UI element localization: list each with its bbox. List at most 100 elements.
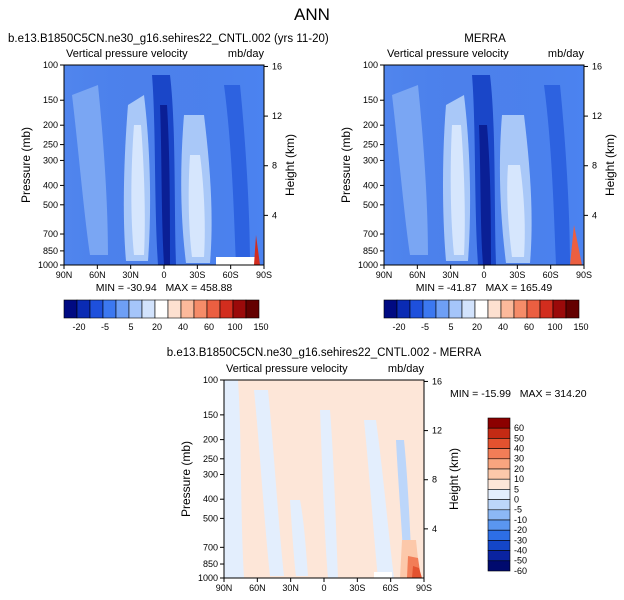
colorbar-swatch bbox=[487, 509, 511, 521]
y-right-tick-label: 16 bbox=[272, 61, 282, 71]
x-tick-label: 90S bbox=[576, 270, 592, 280]
x-tick-label: 90N bbox=[376, 270, 393, 280]
y-tick-label: 150 bbox=[363, 95, 378, 105]
field-shading-itcz-core bbox=[160, 105, 170, 265]
colorbar-swatch bbox=[487, 519, 511, 531]
panel-model-axes: 90N 60N 30N 0 30S 60S 90S 100 150 200 250 300 400 500… bbox=[38, 60, 282, 280]
y-tick-label: 850 bbox=[203, 559, 218, 569]
field-shading-north-descent bbox=[392, 85, 428, 255]
colorbar-swatch bbox=[487, 529, 511, 541]
y-tick-label: 700 bbox=[43, 229, 58, 239]
colorbar-swatch bbox=[487, 499, 511, 511]
colorbar-swatch bbox=[487, 299, 502, 319]
field-shading-neg-north bbox=[224, 380, 244, 578]
colorbar-label: -30 bbox=[514, 535, 527, 545]
colorbar-label: -60 bbox=[514, 566, 527, 576]
x-tick-label: 30S bbox=[349, 583, 365, 593]
colorbar-swatch bbox=[396, 299, 411, 319]
colorbar-label: -20 bbox=[72, 322, 85, 332]
colorbar-swatch bbox=[422, 299, 437, 319]
field-shading-neg-north2 bbox=[254, 390, 284, 576]
colorbar-label: -5 bbox=[514, 505, 522, 515]
colorbar-label: 100 bbox=[547, 322, 562, 332]
colorbar-swatch bbox=[526, 299, 541, 319]
colorbar-label: 40 bbox=[514, 444, 524, 454]
colorbar-label: 5 bbox=[128, 322, 133, 332]
y-tick-label: 200 bbox=[43, 120, 58, 130]
colorbar-label: 60 bbox=[204, 322, 214, 332]
colorbar-label: 5 bbox=[514, 484, 519, 494]
y-right-tick-label: 8 bbox=[592, 161, 597, 171]
x-tick-label: 60S bbox=[383, 583, 399, 593]
x-tick-label: 60S bbox=[223, 270, 239, 280]
colorbar-swatch bbox=[474, 299, 489, 319]
colorbar-swatch bbox=[180, 299, 195, 319]
colorbar-swatch bbox=[487, 427, 511, 439]
colorbar-label: 40 bbox=[498, 322, 508, 332]
x-tick-label: 30N bbox=[282, 583, 299, 593]
y-right-tick-label: 16 bbox=[432, 376, 442, 386]
colorbar-swatch bbox=[487, 448, 511, 460]
panel-merra-ylabel: Pressure (mb) bbox=[339, 127, 353, 203]
colorbar-swatch bbox=[167, 299, 182, 319]
field-shading-north-subtropic-core bbox=[131, 125, 145, 255]
y-tick-label: 300 bbox=[43, 155, 58, 165]
x-tick-label: 60N bbox=[409, 270, 426, 280]
y-tick-label: 100 bbox=[203, 375, 218, 385]
colorbar-swatch bbox=[128, 299, 143, 319]
colorbar-swatch bbox=[487, 489, 511, 500]
colorbar-label: -5 bbox=[101, 322, 109, 332]
panel-diff-left-string: Vertical pressure velocity bbox=[226, 363, 348, 375]
colorbar-swatch bbox=[565, 299, 580, 319]
x-tick-label: 30S bbox=[189, 270, 205, 280]
y-tick-label: 200 bbox=[363, 120, 378, 130]
colorbar-swatch bbox=[552, 299, 567, 319]
colorbar-swatch bbox=[76, 299, 91, 319]
colorbar-label: 0 bbox=[514, 495, 519, 505]
field-shading-neg-eq bbox=[320, 410, 338, 578]
y-tick-label: 250 bbox=[43, 140, 58, 150]
panel-merra-left-string: Vertical pressure velocity bbox=[387, 48, 509, 60]
colorbar-swatch bbox=[461, 299, 476, 319]
colorbar-label: 50 bbox=[514, 433, 524, 443]
colorbar-label: 60 bbox=[524, 322, 534, 332]
colorbar-label: 10 bbox=[514, 474, 524, 484]
y-tick-label: 1000 bbox=[38, 260, 58, 270]
colorbar-label: 20 bbox=[514, 464, 524, 474]
colorbar-swatch bbox=[141, 299, 156, 319]
colorbar-label: -50 bbox=[514, 556, 527, 566]
panel-merra-axes: 90N 60N 30N 0 30S 60S 90S 100 150 200 250 300 400 500… bbox=[358, 60, 602, 280]
colorbar-swatch bbox=[219, 299, 234, 319]
panel-model: b.e13.B1850C5CN.ne30_g16.sehires22_CNTL.… bbox=[8, 33, 329, 332]
panel-diff-axes: 90N 60N 30N 0 30S 60S 90S 100 150 200 250 300 400 500… bbox=[198, 375, 442, 593]
x-tick-label: 60N bbox=[249, 583, 266, 593]
field-shading-neg-north3 bbox=[290, 500, 308, 576]
panel-merra-plot bbox=[383, 64, 585, 266]
x-tick-label: 60N bbox=[89, 270, 106, 280]
colorbar-label: 100 bbox=[227, 322, 242, 332]
colorbar-label: 30 bbox=[514, 454, 524, 464]
colorbar-swatch bbox=[513, 299, 528, 319]
panel-diff: b.e13.B1850C5CN.ne30_g16.sehires22_CNTL.… bbox=[167, 347, 587, 593]
x-tick-label: 30S bbox=[509, 270, 525, 280]
colorbar-label: -20 bbox=[392, 322, 405, 332]
colorbar-swatch bbox=[487, 438, 511, 449]
panel-merra: MERRA Vertical pressure velocity mb/day … bbox=[339, 33, 617, 332]
y-tick-label: 700 bbox=[363, 229, 378, 239]
y-tick-label: 850 bbox=[363, 246, 378, 256]
y-tick-label: 100 bbox=[43, 60, 58, 70]
y-tick-label: 500 bbox=[203, 513, 218, 523]
x-tick-label: 90S bbox=[416, 583, 432, 593]
x-tick-label: 90N bbox=[216, 583, 233, 593]
y-tick-label: 300 bbox=[363, 155, 378, 165]
y-tick-label: 150 bbox=[203, 410, 218, 420]
colorbar-label: 60 bbox=[514, 423, 524, 433]
y-right-tick-label: 4 bbox=[432, 524, 437, 534]
colorbar-swatch bbox=[102, 299, 117, 319]
colorbar-swatch bbox=[409, 299, 424, 319]
y-tick-label: 1000 bbox=[198, 573, 218, 583]
y-tick-label: 1000 bbox=[358, 260, 378, 270]
panel-diff-ylabel-right: Height (km) bbox=[447, 448, 461, 510]
panel-merra-stats: MIN = -41.87 MAX = 165.49 bbox=[416, 282, 553, 294]
